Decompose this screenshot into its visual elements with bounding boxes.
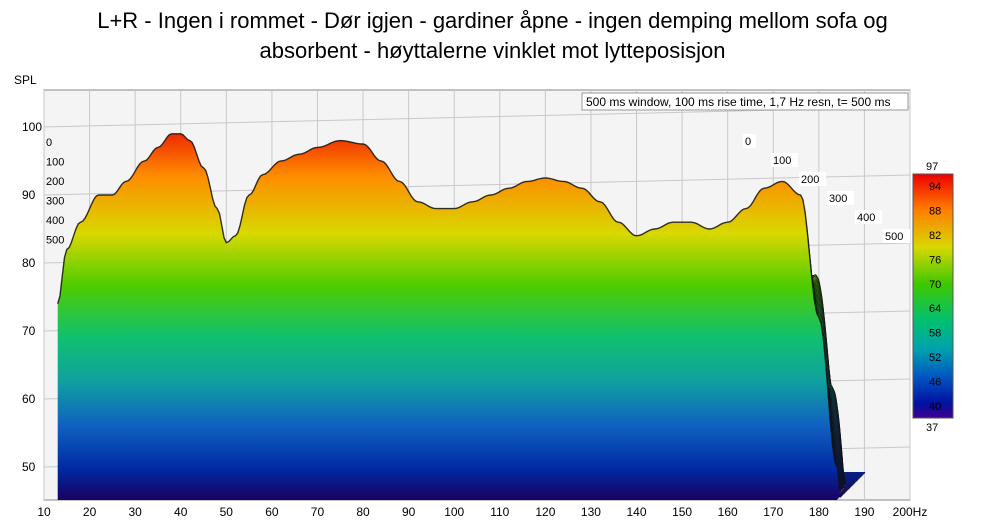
x-tick-label: 190	[854, 505, 874, 519]
colorbar-tick-label: 88	[929, 206, 941, 218]
x-tick-label: 140	[627, 505, 647, 519]
time-axis-labels: 0 100 200 300 400 500 0 100 200 300 400 500	[46, 134, 910, 247]
x-tick-label: 170	[763, 505, 783, 519]
x-tick-label: 100	[444, 505, 464, 519]
waterfall-slice-fill	[57, 133, 838, 500]
y-axis-label: SPL	[14, 73, 37, 87]
chart-title-line1: L+R - Ingen i rommet - Dør igjen - gardi…	[97, 8, 888, 33]
time-label-left: 200	[46, 176, 64, 188]
colorbar-tick-label: 58	[929, 328, 941, 340]
colorbar-tick-label: 94	[929, 181, 941, 193]
colorbar-tick-label: 46	[929, 376, 941, 388]
colorbar-tick-label: 70	[929, 279, 941, 291]
x-tick-label: 150	[672, 505, 692, 519]
x-tick-label: 70	[311, 505, 325, 519]
time-label-right: 200	[801, 174, 819, 186]
x-tick-label: 60	[265, 505, 279, 519]
x-tick-label: 10	[37, 505, 51, 519]
info-box-text: 500 ms window, 100 ms rise time, 1,7 Hz …	[586, 95, 890, 109]
chart-title: L+R - Ingen i rommet - Dør igjen - gardi…	[0, 6, 985, 66]
x-tick-label: 50	[220, 505, 234, 519]
x-tick-label: 110	[490, 505, 509, 519]
x-tick-label: 40	[174, 505, 188, 519]
time-label-right-bg	[827, 191, 854, 205]
y-tick-label: 50	[22, 460, 36, 474]
x-tick-label: 180	[809, 505, 829, 519]
colorbar-tick-label: 76	[929, 254, 941, 266]
y-axis-ticks: 50 60 70 80 90 100	[22, 120, 42, 474]
time-label-right-bg	[799, 172, 826, 186]
colorbar-tick-label: 64	[929, 303, 941, 315]
colorbar-ticks: 97 94 88 82 76 70 64 58 52 46 40 37	[926, 161, 941, 434]
y-tick-label: 100	[22, 120, 42, 134]
y-tick-label: 70	[22, 324, 36, 338]
x-tick-label: 30	[128, 505, 142, 519]
colorbar-tick-label: 97	[926, 161, 938, 173]
x-tick-label: 20	[83, 505, 97, 519]
time-label-right: 300	[829, 193, 847, 205]
time-label-right-bg	[771, 153, 798, 167]
y-tick-label: 60	[22, 392, 36, 406]
waterfall-surface	[57, 133, 866, 500]
time-label-left: 100	[46, 157, 64, 169]
x-tick-label: 200Hz	[893, 505, 928, 519]
colorbar-tick-label: 52	[929, 352, 941, 364]
waterfall-slice-line	[57, 133, 838, 468]
x-axis-ticks: 10 20 30 40 50 60 70 80 90 100 110 120 130 140 150 160 1…	[37, 505, 927, 519]
time-label-left: 500	[46, 235, 64, 247]
x-tick-label: 120	[535, 505, 555, 519]
info-box	[581, 92, 909, 111]
x-tick-label: 130	[581, 505, 601, 519]
chart-title-line2: absorbent - høyttalerne vinklet mot lytt…	[259, 38, 726, 63]
colorbar-tick-label: 40	[929, 401, 941, 413]
time-label-right: 500	[885, 231, 903, 243]
time-label-right: 100	[773, 155, 791, 167]
x-tick-label: 160	[718, 505, 738, 519]
time-label-right: 400	[857, 212, 875, 224]
time-label-left: 0	[46, 137, 52, 149]
y-tick-label: 90	[22, 188, 36, 202]
colorbar-tick-label: 37	[926, 422, 938, 434]
y-tick-label: 80	[22, 256, 36, 270]
colorbar-tick-label: 82	[929, 230, 941, 242]
time-label-right-bg	[743, 134, 756, 148]
x-tick-label: 80	[356, 505, 370, 519]
time-label-right-bg	[855, 210, 882, 224]
colorbar	[912, 173, 954, 419]
time-label-right-bg	[883, 229, 910, 243]
time-label-right: 0	[745, 136, 751, 148]
time-label-left: 300	[46, 196, 64, 208]
x-tick-label: 90	[402, 505, 416, 519]
time-label-left: 400	[46, 215, 64, 227]
